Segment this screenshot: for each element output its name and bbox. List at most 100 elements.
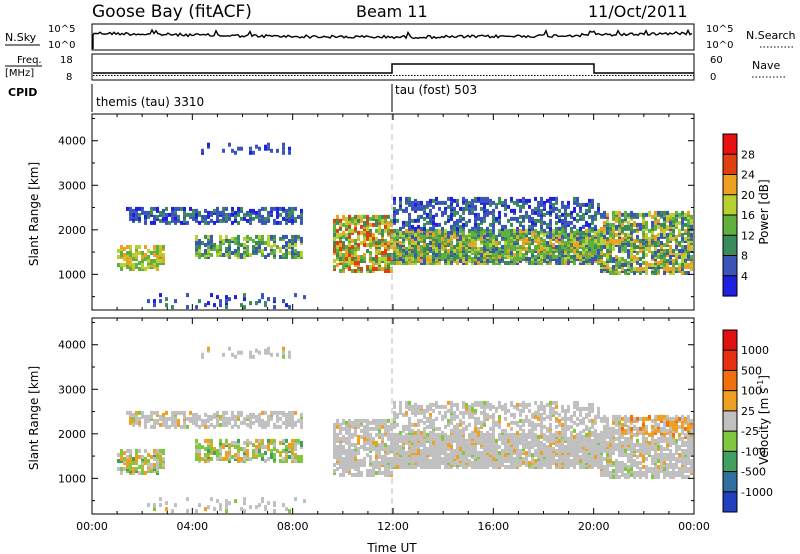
velocity-cell [540, 406, 543, 411]
velocity-cell [138, 455, 141, 459]
power-cell [669, 261, 672, 265]
power-cell [432, 232, 435, 237]
power-cell [522, 196, 525, 201]
power-cell [153, 299, 156, 304]
velocity-cell [345, 428, 348, 433]
velocity-cell [204, 418, 207, 423]
velocity-cell [408, 424, 411, 429]
power-cell [630, 230, 633, 235]
power-cell [651, 214, 654, 219]
velocity-cell [153, 503, 156, 508]
power-cell [417, 206, 420, 211]
power-cell [507, 218, 510, 223]
velocity-cell [345, 424, 348, 429]
power-cell [198, 239, 201, 243]
power-cell [273, 218, 276, 223]
power-cell [510, 216, 513, 221]
power-cell [159, 299, 162, 304]
power-cell [408, 196, 411, 201]
velocity-cell [276, 449, 279, 453]
velocity-cell [429, 402, 432, 407]
power-cell [684, 239, 687, 243]
power-cell [294, 206, 297, 211]
power-cell [630, 239, 633, 243]
velocity-cell [240, 457, 243, 461]
power-cell [396, 228, 399, 233]
power-cell [177, 214, 180, 219]
power-cell [540, 208, 543, 213]
power-cell [471, 243, 474, 247]
velocity-cell [576, 406, 579, 411]
velocity-cell [273, 422, 276, 427]
velocity-cell [570, 453, 573, 457]
power-cell [492, 253, 495, 257]
velocity-cell [387, 445, 390, 449]
velocity-cell [144, 424, 147, 429]
power-cell [231, 251, 234, 255]
velocity-cell [159, 463, 162, 467]
power-cell [486, 196, 489, 201]
power-cell [468, 200, 471, 205]
power-cell [408, 261, 411, 265]
power-cell [567, 200, 570, 205]
power-cell [213, 220, 216, 225]
power-cell [384, 259, 387, 263]
velocity-cell [588, 447, 591, 451]
power-cell [144, 245, 147, 249]
velocity-cell [294, 453, 297, 457]
power-cell [546, 251, 549, 255]
velocity-cell [570, 443, 573, 447]
velocity-cell [186, 424, 189, 429]
velocity-cell [192, 412, 195, 417]
velocity-cell [204, 453, 207, 457]
power-cell [642, 212, 645, 217]
power-cell [423, 226, 426, 231]
power-cell [480, 196, 483, 201]
power-cell [597, 251, 600, 255]
velocity-cell [519, 424, 522, 429]
power-cell [633, 239, 636, 243]
power-cell [261, 293, 264, 298]
velocity-cell [576, 432, 579, 437]
velocity-cell [393, 432, 396, 437]
power-cell [540, 224, 543, 229]
velocity-cell [528, 418, 531, 423]
velocity-cell [135, 416, 138, 421]
power-cell [213, 303, 216, 308]
power-cell [393, 200, 396, 205]
power-cell [234, 210, 237, 215]
power-cell [519, 232, 522, 237]
velocity-cell [462, 463, 465, 467]
power-cell [633, 259, 636, 263]
velocity-cell [408, 428, 411, 433]
velocity-cell [333, 453, 336, 457]
power-cell [507, 204, 510, 209]
velocity-cell [399, 465, 402, 469]
velocity-cell [432, 430, 435, 435]
velocity-cell [348, 432, 351, 437]
freq-label: Freq. [17, 55, 42, 66]
velocity-cell [375, 455, 378, 459]
power-cell [606, 222, 609, 227]
power-cell [465, 249, 468, 253]
velocity-cell [357, 418, 360, 423]
velocity-cell [489, 414, 492, 419]
power-cell [618, 265, 621, 269]
power-cell [345, 253, 348, 257]
power-cell [525, 251, 528, 255]
power-cell [129, 216, 132, 221]
power-cell [603, 234, 606, 239]
velocity-cell [168, 424, 171, 429]
power-cell [606, 212, 609, 217]
velocity-cell [288, 455, 291, 459]
velocity-cell [543, 432, 546, 437]
power-cell [489, 198, 492, 203]
velocity-cell [243, 440, 246, 445]
power-cell [207, 142, 210, 147]
velocity-cell [486, 445, 489, 449]
power-cell [270, 245, 273, 249]
velocity-cell [483, 408, 486, 413]
velocity-cell [543, 404, 546, 409]
power-cell [273, 297, 276, 302]
